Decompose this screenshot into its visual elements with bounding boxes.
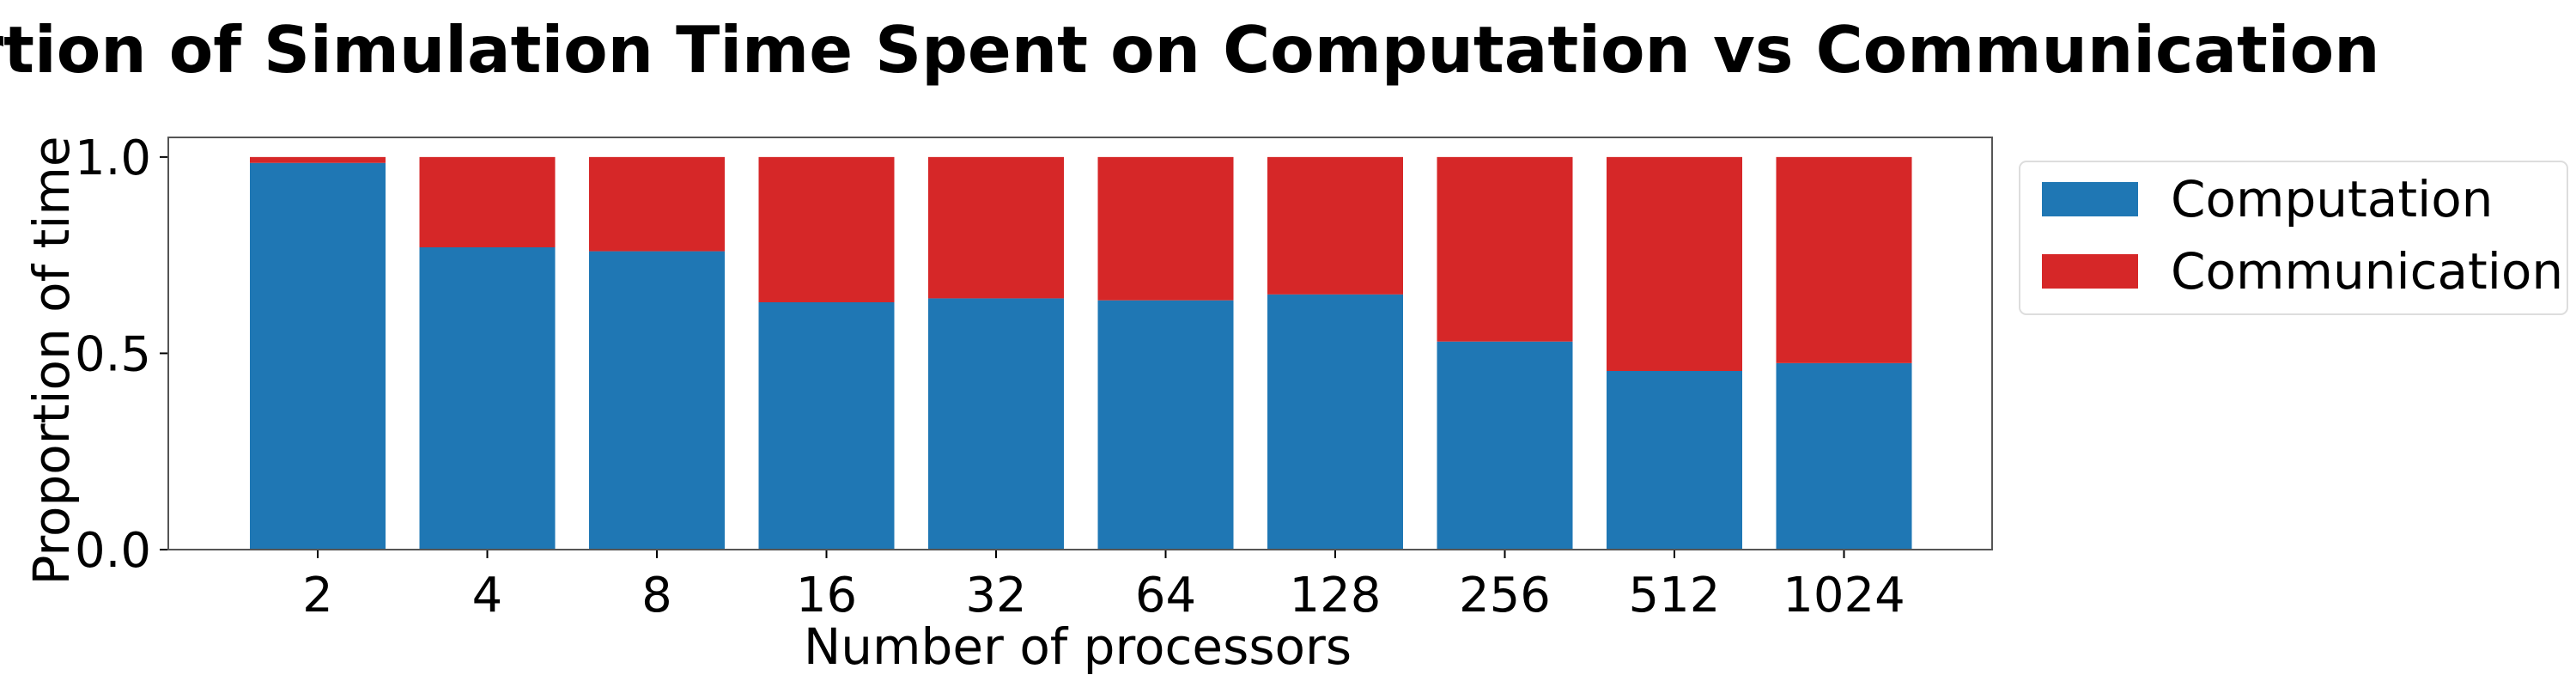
bar-communication-1024 [1776,156,1912,363]
y-axis-label: Proportion of time [22,136,81,585]
bar-computation-8 [589,251,725,550]
x-tick-label: 128 [1290,568,1382,623]
bars [250,156,1912,550]
bar-communication-16 [758,156,895,302]
bar-computation-64 [1097,300,1234,550]
x-axis-label: Number of processors [804,617,1352,676]
legend-swatch-computation [2042,182,2138,216]
chart-title: Proportion of Simulation Time Spent on C… [0,12,2380,88]
bar-communication-128 [1267,156,1403,295]
x-tick-label: 512 [1629,568,1721,623]
plot-frame [167,137,1993,550]
x-tick-label: 32 [965,568,1026,623]
legend-label-computation: Computation [2171,170,2493,228]
legend: Computation Communication [2019,161,2568,315]
x-tick-label: 64 [1135,568,1196,623]
legend-box [2019,161,2568,315]
y-tick-label: 0.5 [75,326,151,382]
bar-computation-512 [1607,371,1742,550]
bar-computation-256 [1437,341,1573,550]
x-tick-label: 8 [641,568,672,623]
bar-computation-2 [250,162,386,550]
y-tick-label: 1.0 [75,131,151,186]
bar-communication-32 [928,156,1064,299]
bar-communication-256 [1437,156,1573,342]
bar-computation-16 [758,302,895,550]
y-axis-ticks: 0.0 0.5 1.0 [75,131,168,579]
x-tick-label: 4 [472,568,503,623]
x-tick-label: 1024 [1783,568,1905,623]
bar-communication-2 [250,156,386,163]
x-tick-label: 2 [302,568,333,623]
bar-communication-64 [1097,156,1234,301]
bar-communication-8 [589,156,725,252]
bar-computation-128 [1267,294,1403,550]
x-axis-ticks: 2 4 8 16 32 64 128 256 512 1024 [302,550,1905,623]
x-tick-label: 256 [1459,568,1551,623]
y-tick-label: 0.0 [75,523,151,579]
bar-computation-1024 [1776,362,1912,550]
bar-computation-4 [419,247,556,550]
bar-communication-512 [1607,156,1742,371]
bar-computation-32 [928,298,1064,550]
legend-swatch-communication [2042,254,2138,289]
bar-communication-4 [419,156,556,247]
x-tick-label: 16 [796,568,857,623]
legend-label-communication: Communication [2171,242,2563,301]
